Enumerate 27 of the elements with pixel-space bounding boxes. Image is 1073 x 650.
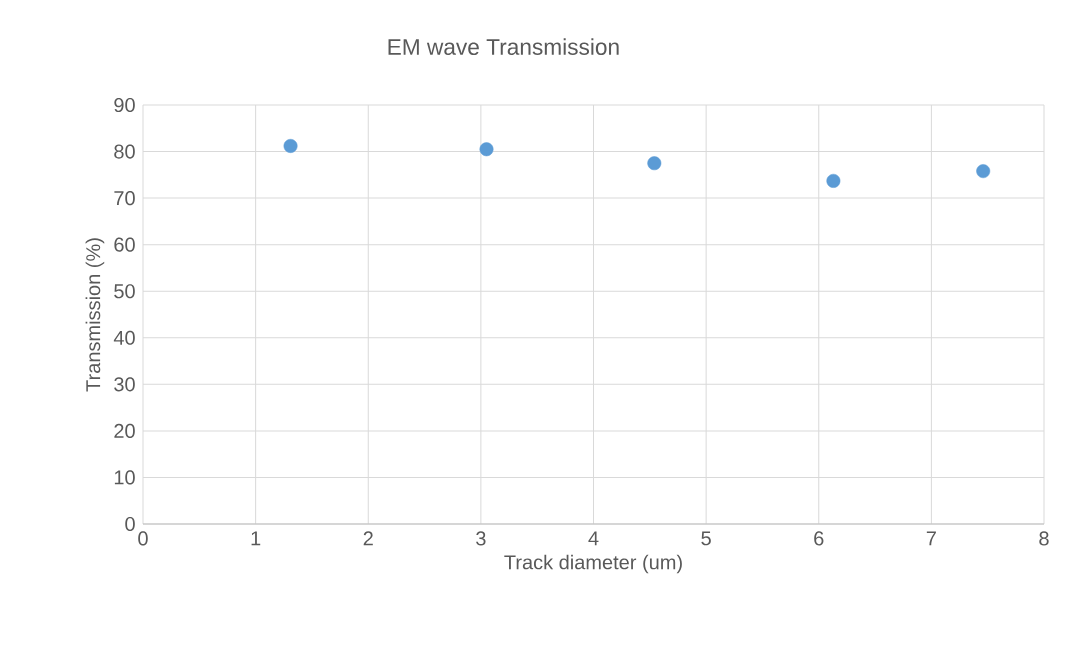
y-tick-label: 70 (114, 191, 135, 206)
point (283, 139, 298, 153)
y-tick-label: 80 (114, 144, 135, 159)
x-tick-label: 3 (476, 531, 486, 546)
y-tick-label: 20 (114, 423, 135, 438)
point (479, 142, 494, 157)
x-tick-label: 5 (701, 531, 711, 546)
y-tick-label: 0 (125, 516, 135, 532)
y-tick-label: 90 (114, 97, 135, 113)
point (826, 173, 841, 188)
x-tick-label: 2 (363, 531, 373, 546)
y-tick-label: 10 (114, 470, 135, 485)
x-tick-label: 6 (814, 531, 824, 546)
point (976, 164, 991, 179)
x-axis-title: Track diameter (um) (504, 554, 682, 574)
y-axis-title: Transmission (%) (85, 238, 105, 392)
y-tick-label: 60 (114, 237, 135, 252)
x-tick-label: 4 (588, 531, 599, 546)
x-tick-label: 8 (1039, 531, 1049, 546)
x-tick-label: 1 (251, 531, 261, 546)
y-tick-label: 50 (114, 284, 135, 299)
y-tick-label: 40 (113, 330, 135, 345)
y-tick-label: 30 (114, 377, 135, 392)
x-tick-label: 0 (138, 531, 148, 546)
x-tick-label: 7 (926, 531, 936, 546)
point (647, 156, 662, 171)
chart-title: EM wave Transmission (388, 38, 619, 55)
